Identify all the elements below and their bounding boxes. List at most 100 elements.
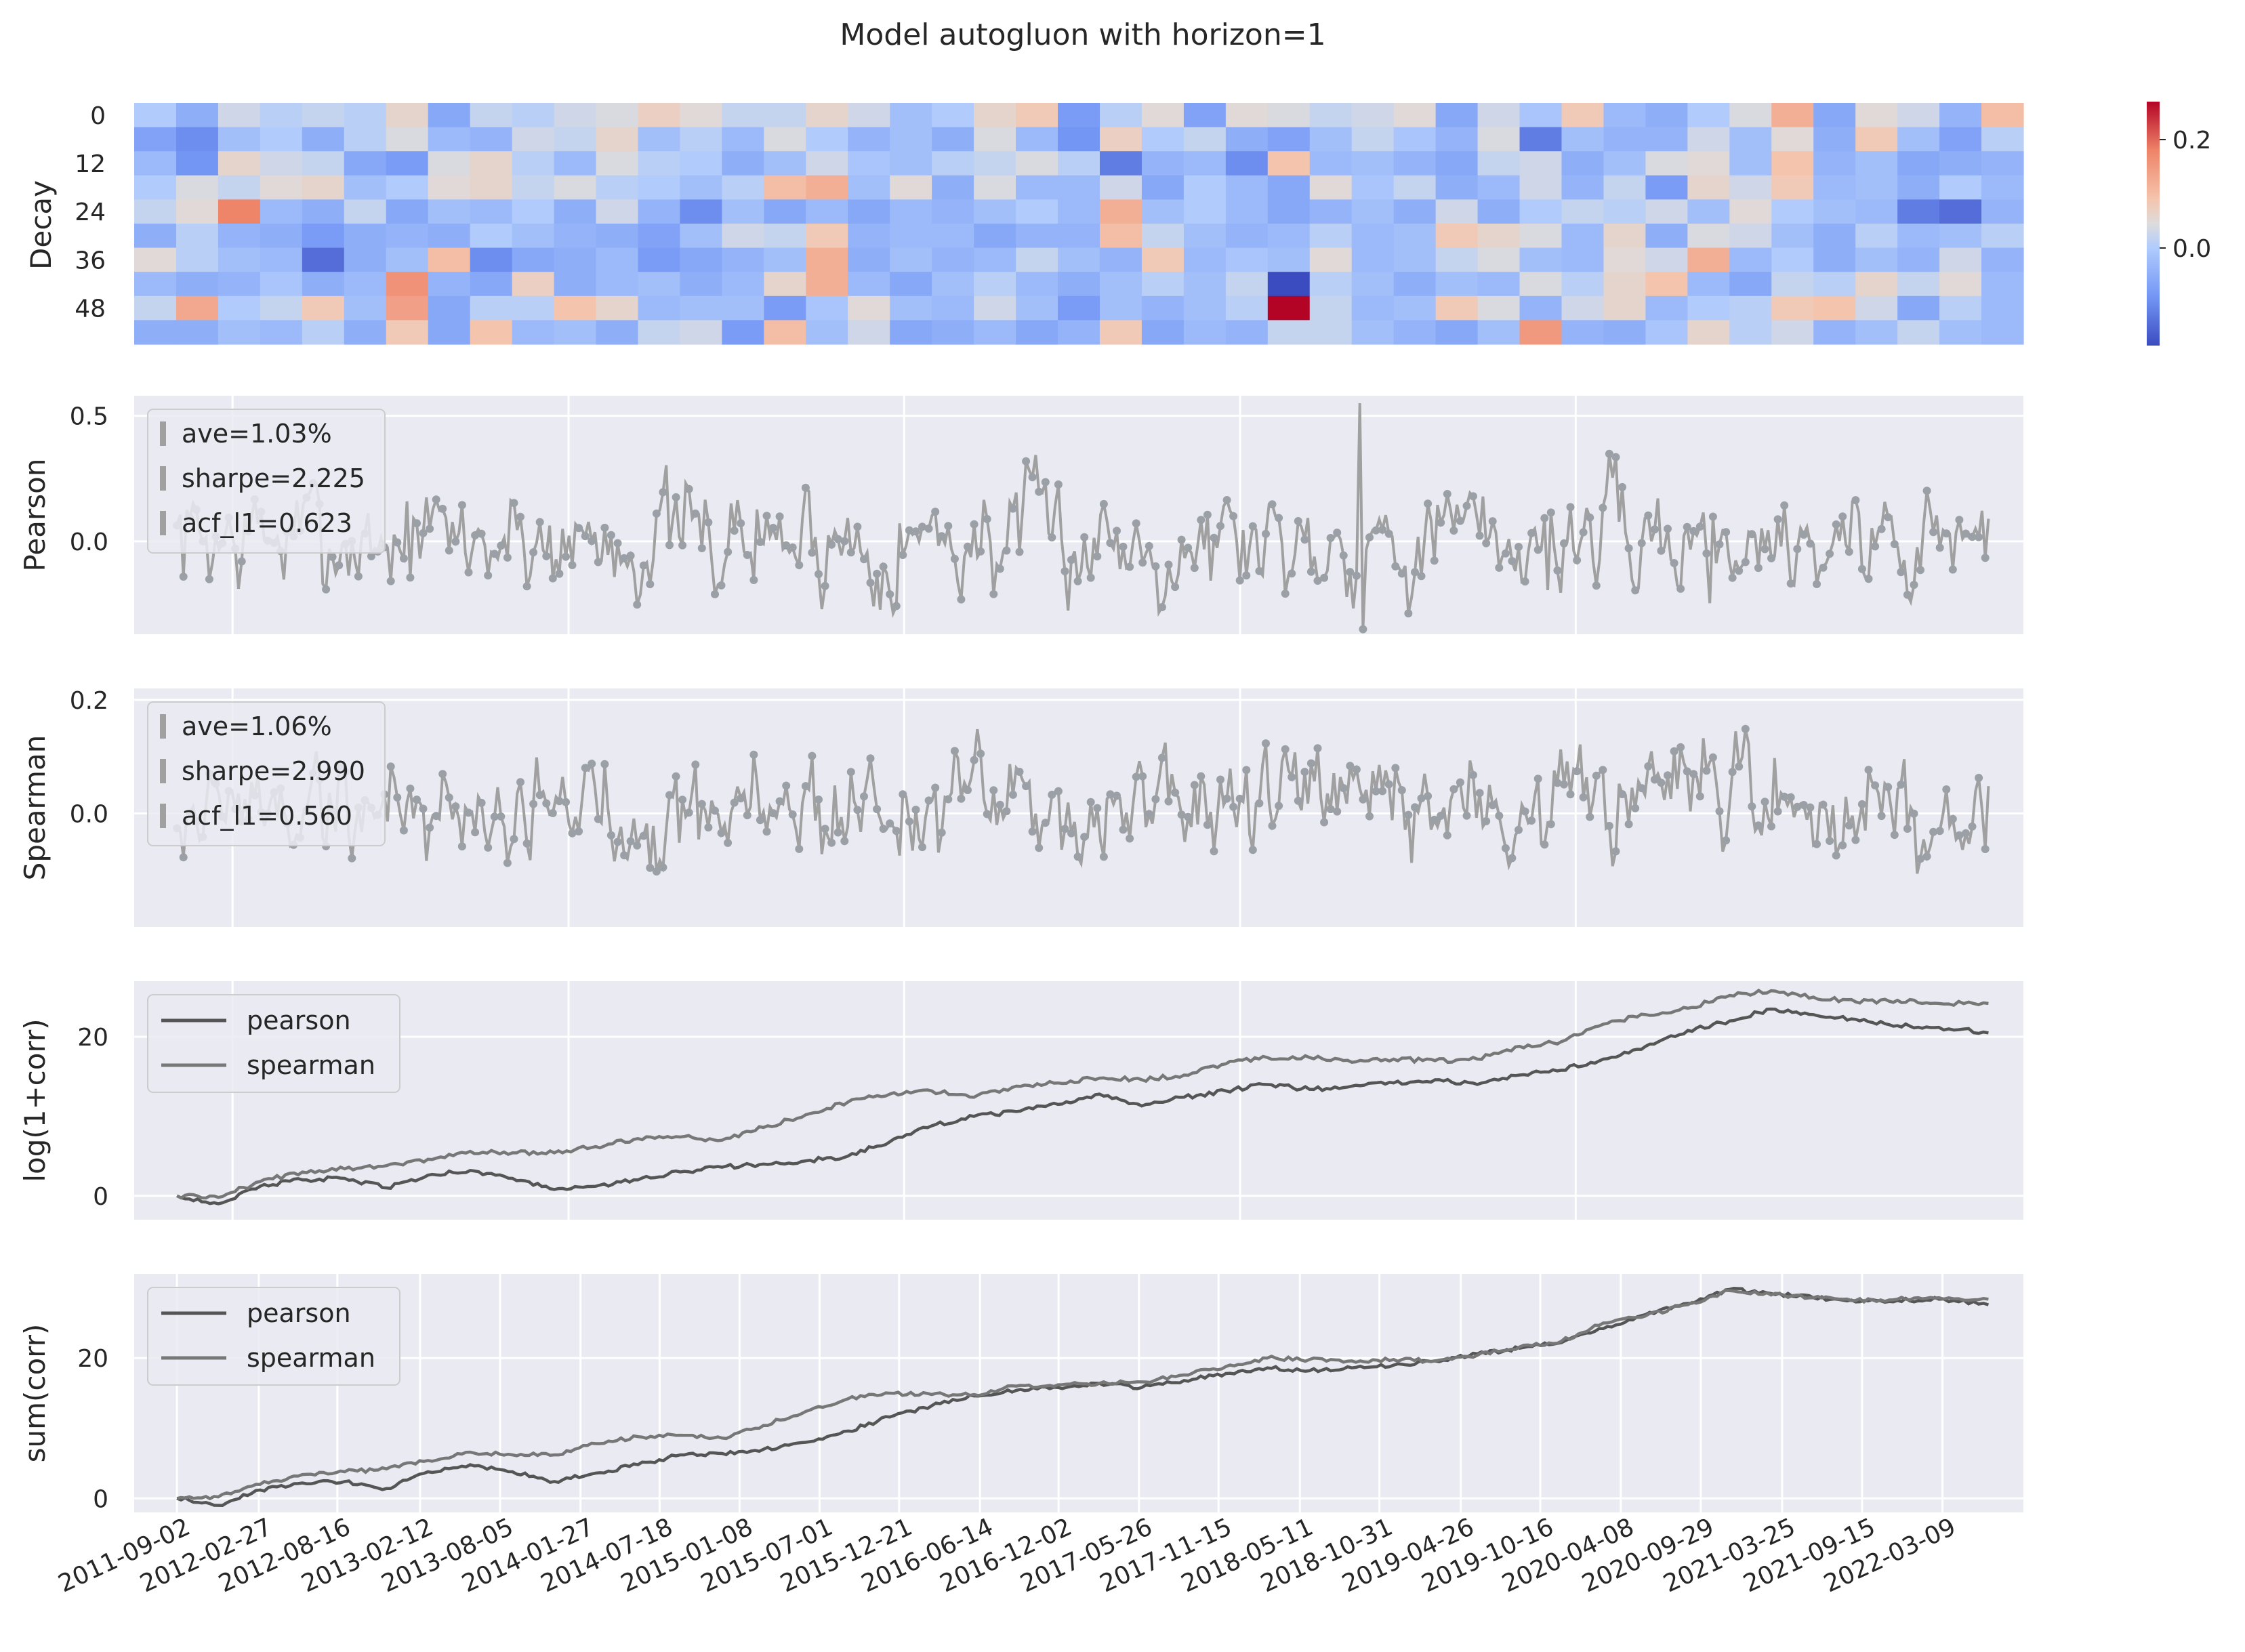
heatmap-cell [1981,103,2024,128]
heatmap-cell [932,175,974,200]
y-tick-label: 0 [93,1183,108,1211]
heatmap-cell [1603,103,1646,128]
heatmap-cell [1183,103,1227,128]
heatmap-cell [386,224,429,249]
data-point [724,548,733,556]
data-point [386,762,395,771]
data-point [626,552,635,560]
heatmap-cell [1267,295,1311,321]
heatmap-cell [428,247,471,272]
heatmap-cell [554,127,597,152]
data-point [1929,528,1938,537]
data-point [860,792,868,801]
heatmap-cell [134,199,177,224]
heatmap-cell [1351,295,1395,321]
heatmap-cell [260,320,303,345]
data-point [795,844,804,853]
y-tick-label: 0 [93,1485,108,1513]
legend-label: acf_l1=0.623 [182,508,352,538]
heatmap-cell [1729,199,1772,224]
heatmap-cell [1435,199,1479,224]
heatmap-cell [1016,224,1058,249]
heatmap-cell [218,224,261,249]
data-point [1281,590,1290,598]
data-point [749,576,758,584]
data-point [989,590,998,598]
heatmap-cell [302,175,345,200]
heatmap-cell [890,320,932,345]
data-point [1333,529,1342,537]
data-point [892,602,901,611]
heatmap-cell [1435,127,1479,152]
heatmap-cell [1771,199,1814,224]
data-point [1916,854,1924,863]
heatmap-cell [1729,295,1772,321]
data-point [348,854,356,863]
data-point [1676,584,1685,593]
heatmap-cell [1771,295,1814,321]
data-point [769,809,777,818]
data-point [1573,556,1582,564]
heatmap-cell [1351,247,1395,272]
heatmap-cell [1016,247,1058,272]
heatmap-cell [1645,247,1688,272]
data-point [1955,831,1964,840]
heatmap-cell [554,272,597,297]
data-point [1890,540,1899,548]
data-point [1884,513,1893,522]
heatmap-cell [1813,320,1856,345]
heatmap-cell [722,224,764,249]
heatmap-cell [302,320,345,345]
heatmap-cell [470,320,513,345]
heatmap-cell [1351,320,1395,345]
data-point [1229,802,1238,811]
data-point [445,546,453,555]
data-point [1975,774,1983,782]
data-point [1495,811,1504,820]
heatmap-cell [1099,224,1142,249]
data-point [639,561,648,570]
heatmap-cell [302,151,345,176]
data-point [606,531,615,539]
data-point [1864,766,1873,775]
data-point [1819,800,1828,809]
data-point [594,814,602,823]
y-tick-label: 0.0 [70,800,108,828]
data-point [801,782,810,791]
heatmap-cell [974,224,1016,249]
data-point [1773,807,1782,816]
heatmap-cell [1058,320,1100,345]
data-point [899,790,907,799]
heatmap-cell [218,151,261,176]
data-point [1488,801,1497,810]
heatmap-cell [176,199,219,224]
data-point [743,551,751,559]
colorbar: 0.2 0.0 [2147,102,2211,346]
data-point [1521,807,1529,816]
data-point [1132,772,1140,781]
data-point [1073,852,1082,861]
heatmap-cell [1225,151,1269,176]
heatmap-cell [1897,320,1940,345]
heatmap-cell [1477,175,1521,200]
data-point [1611,453,1620,461]
heatmap-cell [344,103,387,128]
legend-marker [160,714,166,739]
heatmap-cell [722,247,764,272]
data-point [484,843,493,852]
heatmap-cell [1729,151,1772,176]
data-point [1676,743,1685,751]
heatmap-cell [1477,199,1521,224]
data-point [1838,512,1847,521]
data-point [1560,780,1568,789]
heatmap-cell [554,199,597,224]
heatmap-cell [1183,224,1227,249]
heatmap-cell [1477,295,1521,321]
data-point [1521,577,1529,586]
heatmap-cell [890,175,932,200]
heatmap-cell [1771,175,1814,200]
heatmap-cell [386,272,429,297]
data-point [1767,822,1775,831]
heatmap-cell [1225,127,1269,152]
